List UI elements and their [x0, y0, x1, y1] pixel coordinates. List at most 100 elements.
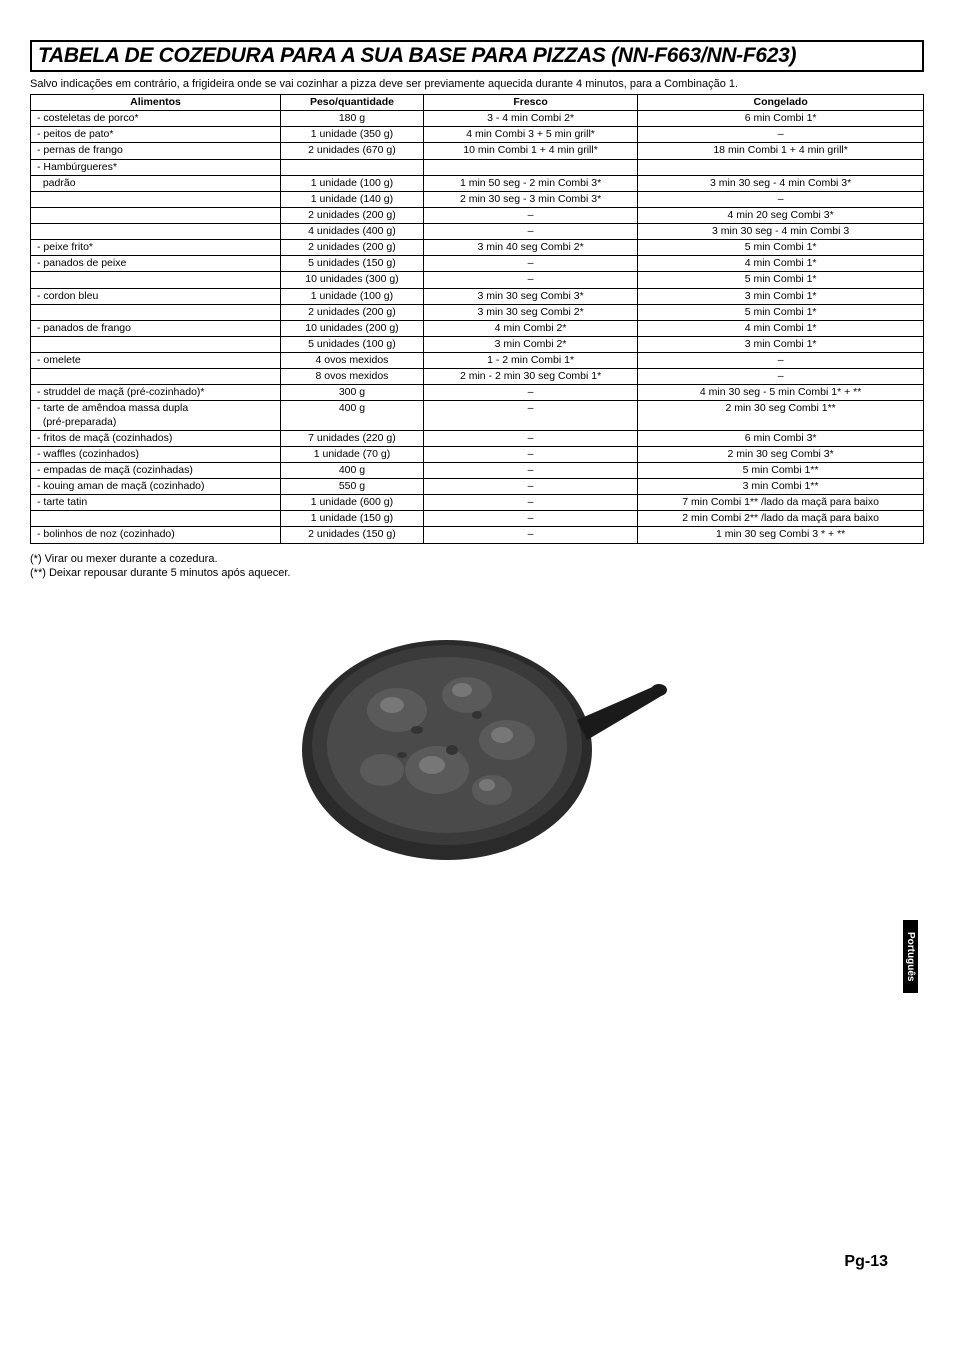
- table-cell: - Hambúrgueres*: [31, 159, 281, 175]
- table-cell: 4 min Combi 2*: [423, 320, 637, 336]
- table-cell: 2 unidades (200 g): [281, 304, 424, 320]
- table-cell: 4 min Combi 1*: [638, 256, 924, 272]
- table-row: 10 unidades (300 g)–5 min Combi 1*: [31, 272, 924, 288]
- table-cell: 1 unidade (150 g): [281, 511, 424, 527]
- table-cell: 1 min 50 seg - 2 min Combi 3*: [423, 175, 637, 191]
- table-cell: 4 min Combi 3 + 5 min grill*: [423, 127, 637, 143]
- table-cell: 3 min 30 seg Combi 2*: [423, 304, 637, 320]
- table-cell: –: [423, 479, 637, 495]
- table-cell: –: [638, 127, 924, 143]
- table-row: - tarte de amêndoa massa dupla (pré-prep…: [31, 401, 924, 430]
- table-cell: - tarte tatin: [31, 495, 281, 511]
- title-box: TABELA DE COZEDURA PARA A SUA BASE PARA …: [30, 40, 924, 72]
- table-cell: –: [423, 272, 637, 288]
- table-cell: padrão: [31, 175, 281, 191]
- language-tab: Português: [903, 920, 918, 993]
- table-cell: - waffles (cozinhados): [31, 446, 281, 462]
- table-cell: 2 unidades (200 g): [281, 240, 424, 256]
- table-cell: 10 unidades (300 g): [281, 272, 424, 288]
- table-cell: 2 min Combi 2** /lado da maçã para baixo: [638, 511, 924, 527]
- table-cell: 300 g: [281, 385, 424, 401]
- table-row: 1 unidade (150 g)–2 min Combi 2** /lado …: [31, 511, 924, 527]
- table-cell: - kouing aman de maçã (cozinhado): [31, 479, 281, 495]
- table-cell: –: [423, 430, 637, 446]
- table-cell: 4 min Combi 1*: [638, 320, 924, 336]
- footnote-2: (**) Deixar repousar durante 5 minutos a…: [30, 566, 924, 580]
- table-row: 4 unidades (400 g)–3 min 30 seg - 4 min …: [31, 224, 924, 240]
- table-cell: [31, 336, 281, 352]
- table-row: - bolinhos de noz (cozinhado)2 unidades …: [31, 527, 924, 543]
- table-cell: 4 min 30 seg - 5 min Combi 1* + **: [638, 385, 924, 401]
- table-cell: 4 min 20 seg Combi 3*: [638, 207, 924, 223]
- table-cell: 2 unidades (670 g): [281, 143, 424, 159]
- subtitle-text: Salvo indicações em contrário, a frigide…: [30, 78, 924, 90]
- table-cell: 7 min Combi 1** /lado da maçã para baixo: [638, 495, 924, 511]
- table-cell: 400 g: [281, 462, 424, 478]
- cooking-table: Alimentos Peso/quantidade Fresco Congela…: [30, 94, 924, 544]
- table-cell: - omelete: [31, 353, 281, 369]
- table-cell: –: [638, 353, 924, 369]
- table-cell: 10 min Combi 1 + 4 min grill*: [423, 143, 637, 159]
- table-cell: –: [423, 207, 637, 223]
- pizza-pan-icon: [287, 600, 667, 880]
- table-cell: [638, 159, 924, 175]
- header-fresco: Fresco: [423, 95, 637, 111]
- table-cell: –: [423, 462, 637, 478]
- table-row: - pernas de frango2 unidades (670 g)10 m…: [31, 143, 924, 159]
- table-row: - struddel de maçã (pré-cozinhado)*300 g…: [31, 385, 924, 401]
- table-cell: –: [423, 446, 637, 462]
- table-cell: –: [423, 385, 637, 401]
- table-cell: 3 min 30 seg - 4 min Combi 3*: [638, 175, 924, 191]
- table-cell: 3 min 30 seg Combi 3*: [423, 288, 637, 304]
- table-cell: 2 unidades (150 g): [281, 527, 424, 543]
- table-cell: 10 unidades (200 g): [281, 320, 424, 336]
- table-cell: 2 min 30 seg Combi 3*: [638, 446, 924, 462]
- table-cell: 3 min 40 seg Combi 2*: [423, 240, 637, 256]
- table-cell: 5 min Combi 1*: [638, 304, 924, 320]
- table-cell: 1 unidade (140 g): [281, 191, 424, 207]
- illustration-area: [30, 600, 924, 880]
- table-row: 5 unidades (100 g)3 min Combi 2*3 min Co…: [31, 336, 924, 352]
- header-peso: Peso/quantidade: [281, 95, 424, 111]
- table-row: 2 unidades (200 g)–4 min 20 seg Combi 3*: [31, 207, 924, 223]
- table-row: - Hambúrgueres*: [31, 159, 924, 175]
- table-cell: 1 unidade (70 g): [281, 446, 424, 462]
- table-cell: 3 min Combi 1**: [638, 479, 924, 495]
- table-header-row: Alimentos Peso/quantidade Fresco Congela…: [31, 95, 924, 111]
- page: TABELA DE COZEDURA PARA A SUA BASE PARA …: [30, 40, 924, 1311]
- table-cell: 550 g: [281, 479, 424, 495]
- table-cell: 3 min 30 seg - 4 min Combi 3: [638, 224, 924, 240]
- footnote-1: (*) Virar ou mexer durante a cozedura.: [30, 552, 924, 566]
- table-cell: 5 min Combi 1**: [638, 462, 924, 478]
- header-alimentos: Alimentos: [31, 95, 281, 111]
- page-title: TABELA DE COZEDURA PARA A SUA BASE PARA …: [38, 44, 916, 68]
- table-cell: - empadas de maçã (cozinhadas): [31, 462, 281, 478]
- table-row: - tarte tatin1 unidade (600 g)–7 min Com…: [31, 495, 924, 511]
- table-row: 2 unidades (200 g)3 min 30 seg Combi 2*5…: [31, 304, 924, 320]
- table-body: - costeletas de porco*180 g3 - 4 min Com…: [31, 111, 924, 543]
- table-cell: - cordon bleu: [31, 288, 281, 304]
- table-cell: –: [423, 511, 637, 527]
- table-cell: [31, 369, 281, 385]
- table-cell: 4 unidades (400 g): [281, 224, 424, 240]
- table-cell: 18 min Combi 1 + 4 min grill*: [638, 143, 924, 159]
- table-cell: 6 min Combi 1*: [638, 111, 924, 127]
- table-cell: 7 unidades (220 g): [281, 430, 424, 446]
- table-row: 1 unidade (140 g)2 min 30 seg - 3 min Co…: [31, 191, 924, 207]
- table-cell: 3 min Combi 1*: [638, 288, 924, 304]
- table-cell: - costeletas de porco*: [31, 111, 281, 127]
- table-cell: - struddel de maçã (pré-cozinhado)*: [31, 385, 281, 401]
- table-cell: 2 min 30 seg Combi 1**: [638, 401, 924, 430]
- table-cell: –: [638, 191, 924, 207]
- table-cell: 3 - 4 min Combi 2*: [423, 111, 637, 127]
- table-row: - waffles (cozinhados)1 unidade (70 g)–2…: [31, 446, 924, 462]
- table-cell: 4 ovos mexidos: [281, 353, 424, 369]
- table-cell: 1 - 2 min Combi 1*: [423, 353, 637, 369]
- table-cell: [31, 207, 281, 223]
- table-row: - empadas de maçã (cozinhadas)400 g–5 mi…: [31, 462, 924, 478]
- table-row: - panados de peixe5 unidades (150 g)–4 m…: [31, 256, 924, 272]
- table-row: - fritos de maçã (cozinhados)7 unidades …: [31, 430, 924, 446]
- table-cell: 6 min Combi 3*: [638, 430, 924, 446]
- table-cell: 3 min Combi 1*: [638, 336, 924, 352]
- table-cell: [31, 304, 281, 320]
